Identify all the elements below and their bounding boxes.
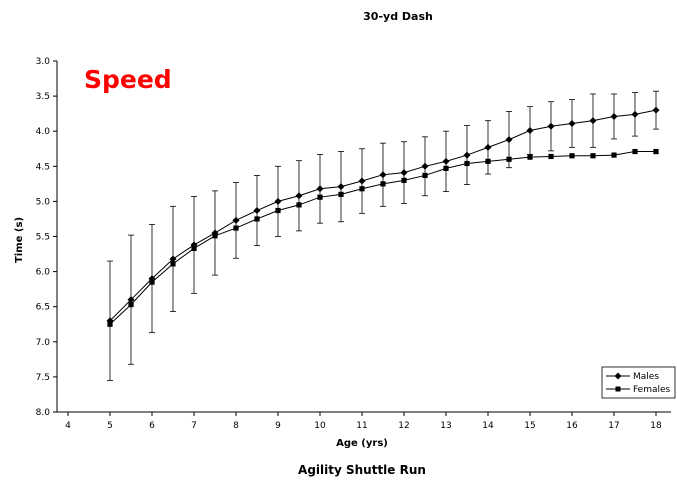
legend-marker-females — [615, 386, 621, 392]
point-males — [442, 157, 450, 165]
point-males — [232, 216, 240, 224]
chart-title: 30-yd Dash — [363, 10, 433, 23]
y-tick-label: 3.0 — [36, 57, 51, 67]
error-bars — [107, 90, 659, 381]
point-females — [107, 321, 113, 327]
y-tick-label: 3.5 — [36, 92, 50, 102]
point-males — [505, 136, 513, 144]
y-tick-label: 8.0 — [36, 408, 51, 418]
point-females — [548, 153, 554, 160]
x-tick-label: 7 — [191, 421, 197, 431]
point-males — [274, 197, 282, 205]
x-tick-label: 18 — [650, 421, 662, 431]
series-lines — [109, 109, 657, 325]
y-tick-label: 6.5 — [36, 303, 50, 313]
x-tick-label: 5 — [107, 421, 113, 431]
point-males — [547, 122, 555, 130]
legend: Males Females — [601, 366, 676, 399]
x-tick-label: 12 — [398, 421, 409, 431]
point-females — [632, 148, 638, 155]
x-axis-ticks: 4 5 6 7 8 9 10 11 12 13 14 15 16 17 18 — [65, 412, 662, 431]
point-females — [338, 191, 344, 197]
y-axis-title: Time (s) — [14, 217, 25, 263]
point-males — [463, 151, 471, 159]
point-females — [506, 156, 512, 162]
point-males — [253, 207, 261, 215]
point-females — [569, 153, 575, 159]
point-males — [631, 110, 639, 118]
point-females — [653, 148, 659, 155]
point-males — [400, 169, 408, 177]
point-females — [380, 181, 386, 187]
point-females — [149, 279, 155, 285]
point-females — [527, 154, 533, 160]
x-tick-label: 14 — [482, 421, 494, 431]
x-tick-label: 10 — [314, 421, 326, 431]
plot-area: 3.0 3.5 4.0 4.5 5.0 5.5 6.0 6.5 7.0 7.5 8.0 4 5 6 7 8 9… — [36, 57, 671, 431]
y-tick-label: 4.0 — [36, 127, 51, 137]
x-tick-label: 17 — [608, 421, 619, 431]
point-females — [191, 245, 197, 252]
legend-box — [601, 366, 676, 399]
point-males — [169, 255, 177, 263]
point-males — [127, 296, 135, 304]
point-males — [652, 106, 660, 114]
point-females — [359, 186, 365, 192]
point-males — [295, 192, 303, 200]
point-females — [464, 160, 470, 167]
legend-label-males: Males — [633, 372, 659, 382]
point-females — [170, 261, 176, 267]
x-tick-label: 16 — [566, 421, 578, 431]
point-females — [128, 301, 134, 308]
point-females — [212, 233, 218, 239]
y-tick-label: 5.5 — [36, 233, 50, 243]
point-males — [316, 185, 324, 193]
point-males — [484, 143, 492, 151]
point-males — [358, 177, 366, 185]
x-tick-label: 4 — [65, 421, 71, 431]
point-males — [610, 112, 618, 120]
point-males — [379, 171, 387, 179]
point-males — [526, 126, 534, 134]
y-tick-label: 4.5 — [36, 162, 50, 172]
point-females — [275, 207, 281, 214]
point-females — [590, 153, 596, 159]
x-axis-title: Age (yrs) — [336, 438, 388, 449]
x-tick-label: 15 — [524, 421, 535, 431]
point-females — [422, 172, 428, 179]
y-tick-label: 6.0 — [36, 268, 51, 278]
point-males — [337, 183, 345, 191]
point-males — [568, 119, 576, 127]
speed-annotation: Speed — [84, 65, 172, 94]
legend-label-females: Females — [633, 385, 671, 395]
y-tick-label: 5.0 — [36, 197, 51, 207]
point-males — [421, 162, 429, 170]
footer-text: Agility Shuttle Run — [298, 463, 426, 477]
point-females — [401, 177, 407, 183]
point-females — [296, 202, 302, 208]
x-tick-label: 9 — [275, 421, 281, 431]
y-axis-ticks: 3.0 3.5 4.0 4.5 5.0 5.5 6.0 6.5 7.0 7.5 8.0 — [36, 57, 57, 418]
point-females — [485, 158, 491, 164]
y-tick-label: 7.0 — [36, 338, 51, 348]
legend-marker-males — [614, 372, 622, 380]
point-females — [611, 152, 617, 158]
x-tick-label: 13 — [440, 421, 451, 431]
series-line-males — [109, 109, 657, 322]
x-tick-label: 8 — [233, 421, 239, 431]
point-females — [254, 216, 260, 222]
x-tick-label: 6 — [149, 421, 155, 431]
y-tick-label: 7.5 — [36, 373, 50, 383]
point-males — [589, 117, 597, 125]
series-markers — [106, 106, 660, 327]
point-females — [317, 194, 323, 200]
point-females — [443, 165, 449, 172]
x-tick-label: 11 — [356, 421, 367, 431]
point-females — [233, 225, 239, 231]
